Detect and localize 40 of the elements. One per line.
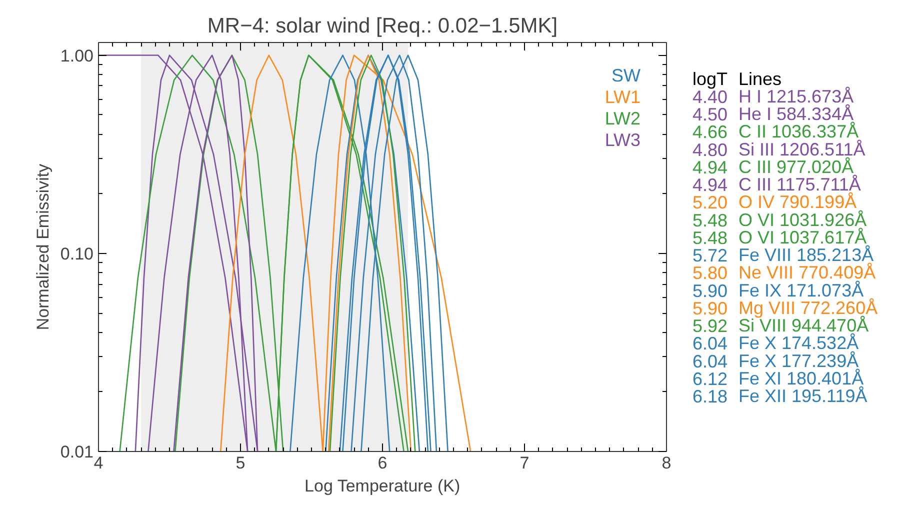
text: 6.12: [692, 368, 728, 389]
y-tick-label: 0.01: [60, 442, 94, 462]
text: logT: [692, 68, 728, 89]
y-tick-label: 0.10: [60, 244, 94, 264]
text: 4.66: [692, 122, 728, 142]
x-tick-label: 5: [236, 454, 246, 472]
text: 5.72: [692, 246, 728, 266]
text: Fe XII 195.119Å: [738, 386, 868, 406]
text: 5.48: [692, 210, 728, 230]
text: Fe IX 171.073Å: [738, 280, 864, 300]
text: 5.20: [692, 192, 728, 213]
text: O VI 1037.617Å: [738, 227, 867, 248]
text: 5.80: [692, 263, 728, 284]
x-tick-label: 4: [94, 454, 104, 472]
y-tick-label: 1.00: [60, 46, 94, 66]
y-axis-title: Normalized Emissivity: [33, 163, 52, 330]
text: 6.04: [692, 351, 728, 372]
text: 5.92: [692, 316, 728, 336]
annotation: LW2: [604, 108, 641, 128]
x-axis-title: Log Temperature (K): [304, 476, 460, 496]
text: 5.48: [692, 228, 728, 248]
annotation: LW1: [604, 87, 641, 107]
text: C II 1036.337Å: [738, 122, 859, 142]
text: 4.80: [692, 140, 728, 160]
x-tick-label: 6: [378, 454, 388, 472]
text: 4.94: [692, 157, 728, 178]
text: 5.90: [692, 280, 728, 301]
x-tick-label: 8: [662, 454, 672, 472]
annotation: SW: [612, 66, 641, 86]
annotation: LW3: [604, 130, 641, 150]
x-tick-label: 7: [520, 454, 530, 472]
text: Lines: [738, 68, 782, 89]
text: 6.18: [692, 386, 728, 407]
text: C III 977.020Å: [738, 156, 854, 177]
text: 4.94: [692, 175, 728, 196]
text: 5.90: [692, 298, 728, 318]
text: O IV 790.199Å: [738, 192, 857, 212]
chart-title: MR−4: solar wind [Req.: 0.02−1.5MK]: [207, 14, 558, 38]
text: 6.04: [692, 334, 728, 354]
text: 4.50: [692, 104, 728, 125]
